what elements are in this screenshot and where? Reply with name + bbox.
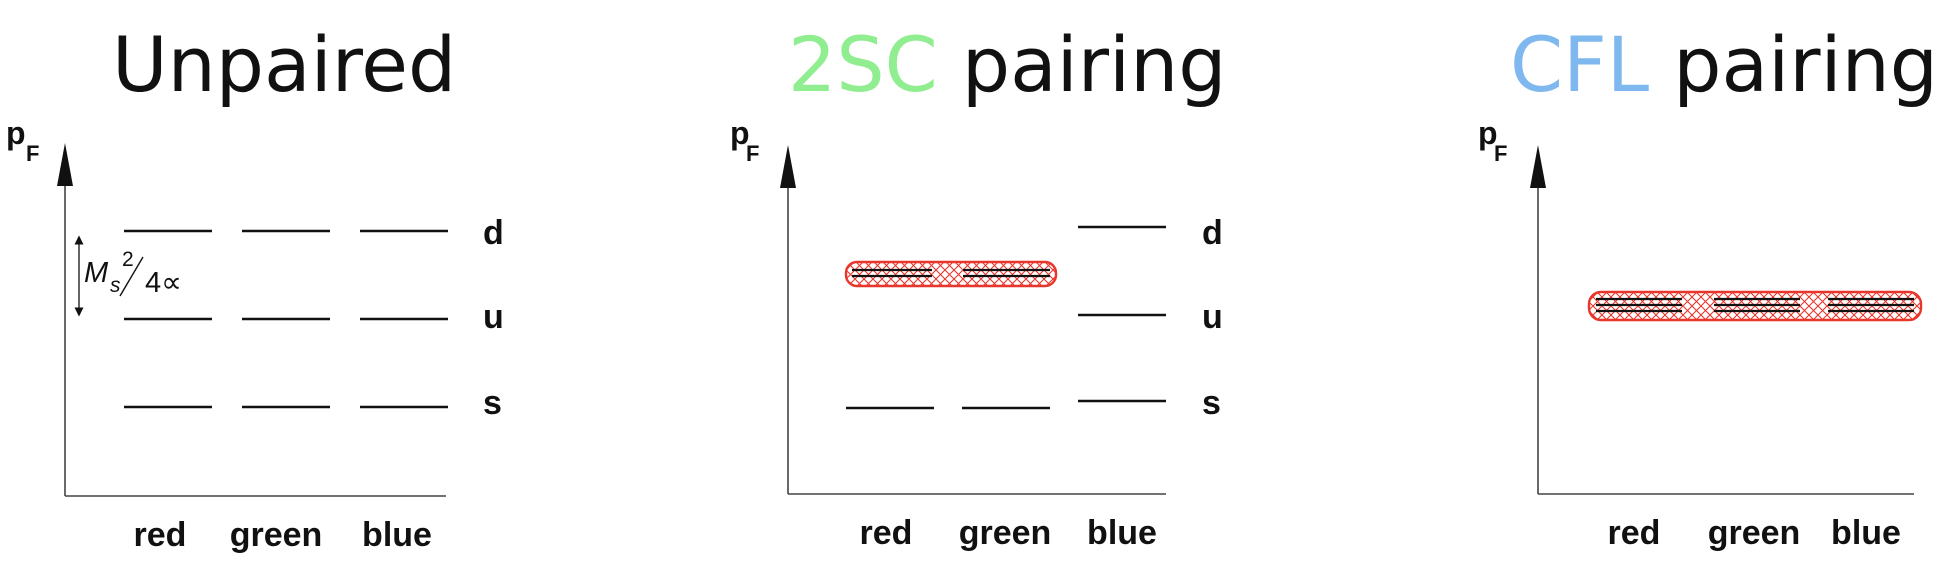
gap-label-denominator: 4∝ bbox=[145, 267, 182, 299]
title-cfl-highlight: CFL bbox=[1510, 20, 1650, 109]
col-label-red: red bbox=[134, 516, 187, 554]
panel-unpaired: p F d u s M s 2 bbox=[6, 115, 504, 554]
panel-cfl: p F red green blue bbox=[1478, 115, 1923, 552]
axis-label-f-sub: F bbox=[26, 141, 39, 166]
axis-label-f-sub: F bbox=[1494, 141, 1507, 166]
gap-label-sup-2: 2 bbox=[122, 248, 134, 271]
title-unpaired-text: Unpaired bbox=[112, 20, 457, 109]
axis-label-p: p bbox=[730, 115, 750, 151]
axis-label-f-sub: F bbox=[746, 141, 759, 166]
level-label-u: u bbox=[483, 298, 504, 336]
title-unpaired: Unpaired bbox=[112, 20, 456, 109]
axis-label-p: p bbox=[1478, 115, 1498, 151]
panel-2sc: p F d u s red green blue bbox=[730, 115, 1223, 552]
col-label-green: green bbox=[959, 514, 1052, 552]
level-label-s: s bbox=[483, 384, 502, 422]
level-label-d: d bbox=[1202, 214, 1223, 252]
col-label-green: green bbox=[230, 516, 323, 554]
col-label-green: green bbox=[1708, 514, 1801, 552]
col-label-blue: blue bbox=[1831, 514, 1901, 552]
gap-label-sub-s: s bbox=[110, 274, 121, 297]
title-2sc-rest: pairing bbox=[937, 20, 1227, 109]
level-label-s: s bbox=[1202, 384, 1221, 422]
gap-label-slash bbox=[119, 256, 144, 297]
y-axis-arrowhead bbox=[57, 143, 73, 186]
y-axis-arrowhead bbox=[1530, 145, 1546, 188]
col-label-blue: blue bbox=[362, 516, 432, 554]
title-cfl: CFL pairing bbox=[1510, 20, 1936, 109]
col-label-red: red bbox=[860, 514, 913, 552]
level-label-d: d bbox=[483, 214, 504, 252]
title-2sc: 2SC pairing bbox=[788, 20, 1227, 109]
level-label-u: u bbox=[1202, 298, 1223, 336]
gap-label-m: M bbox=[84, 257, 109, 289]
title-2sc-highlight: 2SC bbox=[788, 20, 938, 109]
pairing-band-2sc bbox=[844, 260, 1058, 288]
title-cfl-rest: pairing bbox=[1649, 20, 1936, 109]
col-label-blue: blue bbox=[1087, 514, 1157, 552]
y-axis-arrowhead bbox=[780, 145, 796, 188]
axis-label-p: p bbox=[6, 115, 26, 151]
col-label-red: red bbox=[1608, 514, 1661, 552]
